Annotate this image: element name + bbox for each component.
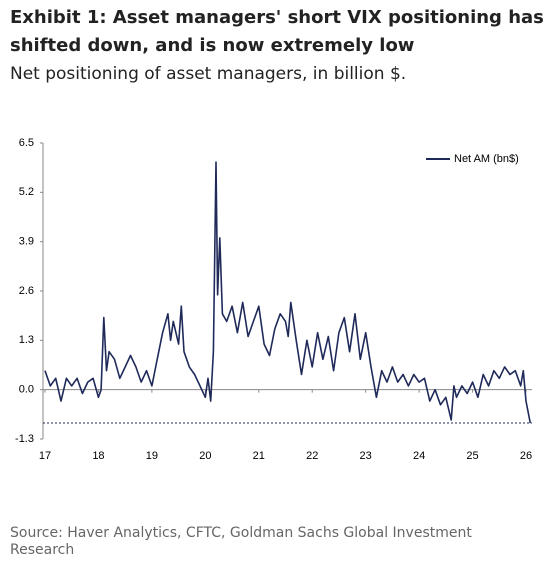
x-tick-label: 20 (199, 450, 211, 462)
x-tick-label: 19 (146, 450, 158, 462)
data-line (44, 161, 532, 424)
y-tick-label: 2.6 (19, 285, 34, 297)
y-tick-label: 6.5 (19, 137, 34, 149)
chart-subtitle: Net positioning of asset managers, in bi… (10, 64, 407, 84)
x-tick-label: 26 (520, 450, 532, 462)
chart-title: Exhibit 1: Asset managers' short VIX pos… (10, 7, 544, 56)
x-tick-label: 23 (360, 450, 372, 462)
y-tick-label: 0.0 (19, 384, 34, 396)
y-tick-label: 5.2 (19, 186, 34, 198)
legend-label: Net AM (bn$) (454, 153, 519, 165)
x-tick-label: 24 (413, 450, 425, 462)
y-tick-label: 1.3 (19, 334, 34, 346)
x-tick-label: 22 (306, 450, 318, 462)
y-tick-label: -1.3 (15, 433, 34, 445)
x-tick-label: 21 (253, 450, 265, 462)
y-tick-label: 3.9 (19, 236, 34, 248)
x-tick-label: 17 (39, 450, 51, 462)
source-note: Source: Haver Analytics, CFTC, Goldman S… (10, 525, 472, 558)
chart: 6.5 5.2 3.9 2.6 1.3 0.0 -1.3 17 18 19 20 21 22 23 24 25… (15, 137, 532, 462)
x-tick-label: 25 (466, 450, 478, 462)
x-tick-label: 18 (92, 450, 104, 462)
